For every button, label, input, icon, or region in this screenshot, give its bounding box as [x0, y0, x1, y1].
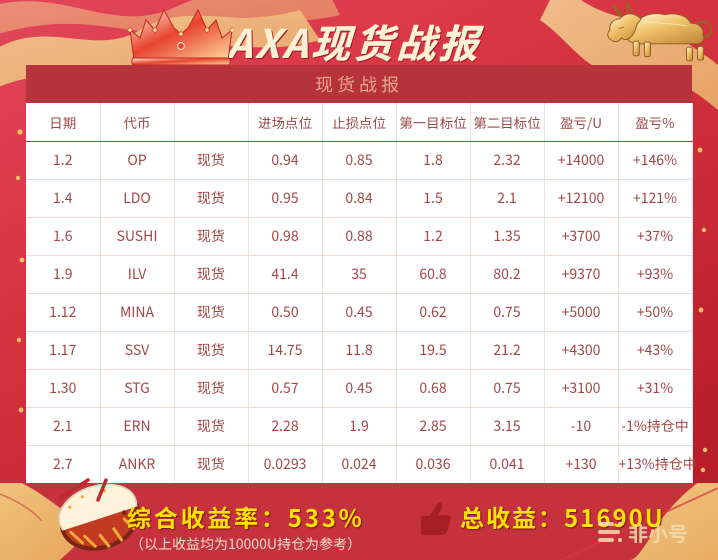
- svg-text:非小号: 非小号: [628, 518, 688, 547]
